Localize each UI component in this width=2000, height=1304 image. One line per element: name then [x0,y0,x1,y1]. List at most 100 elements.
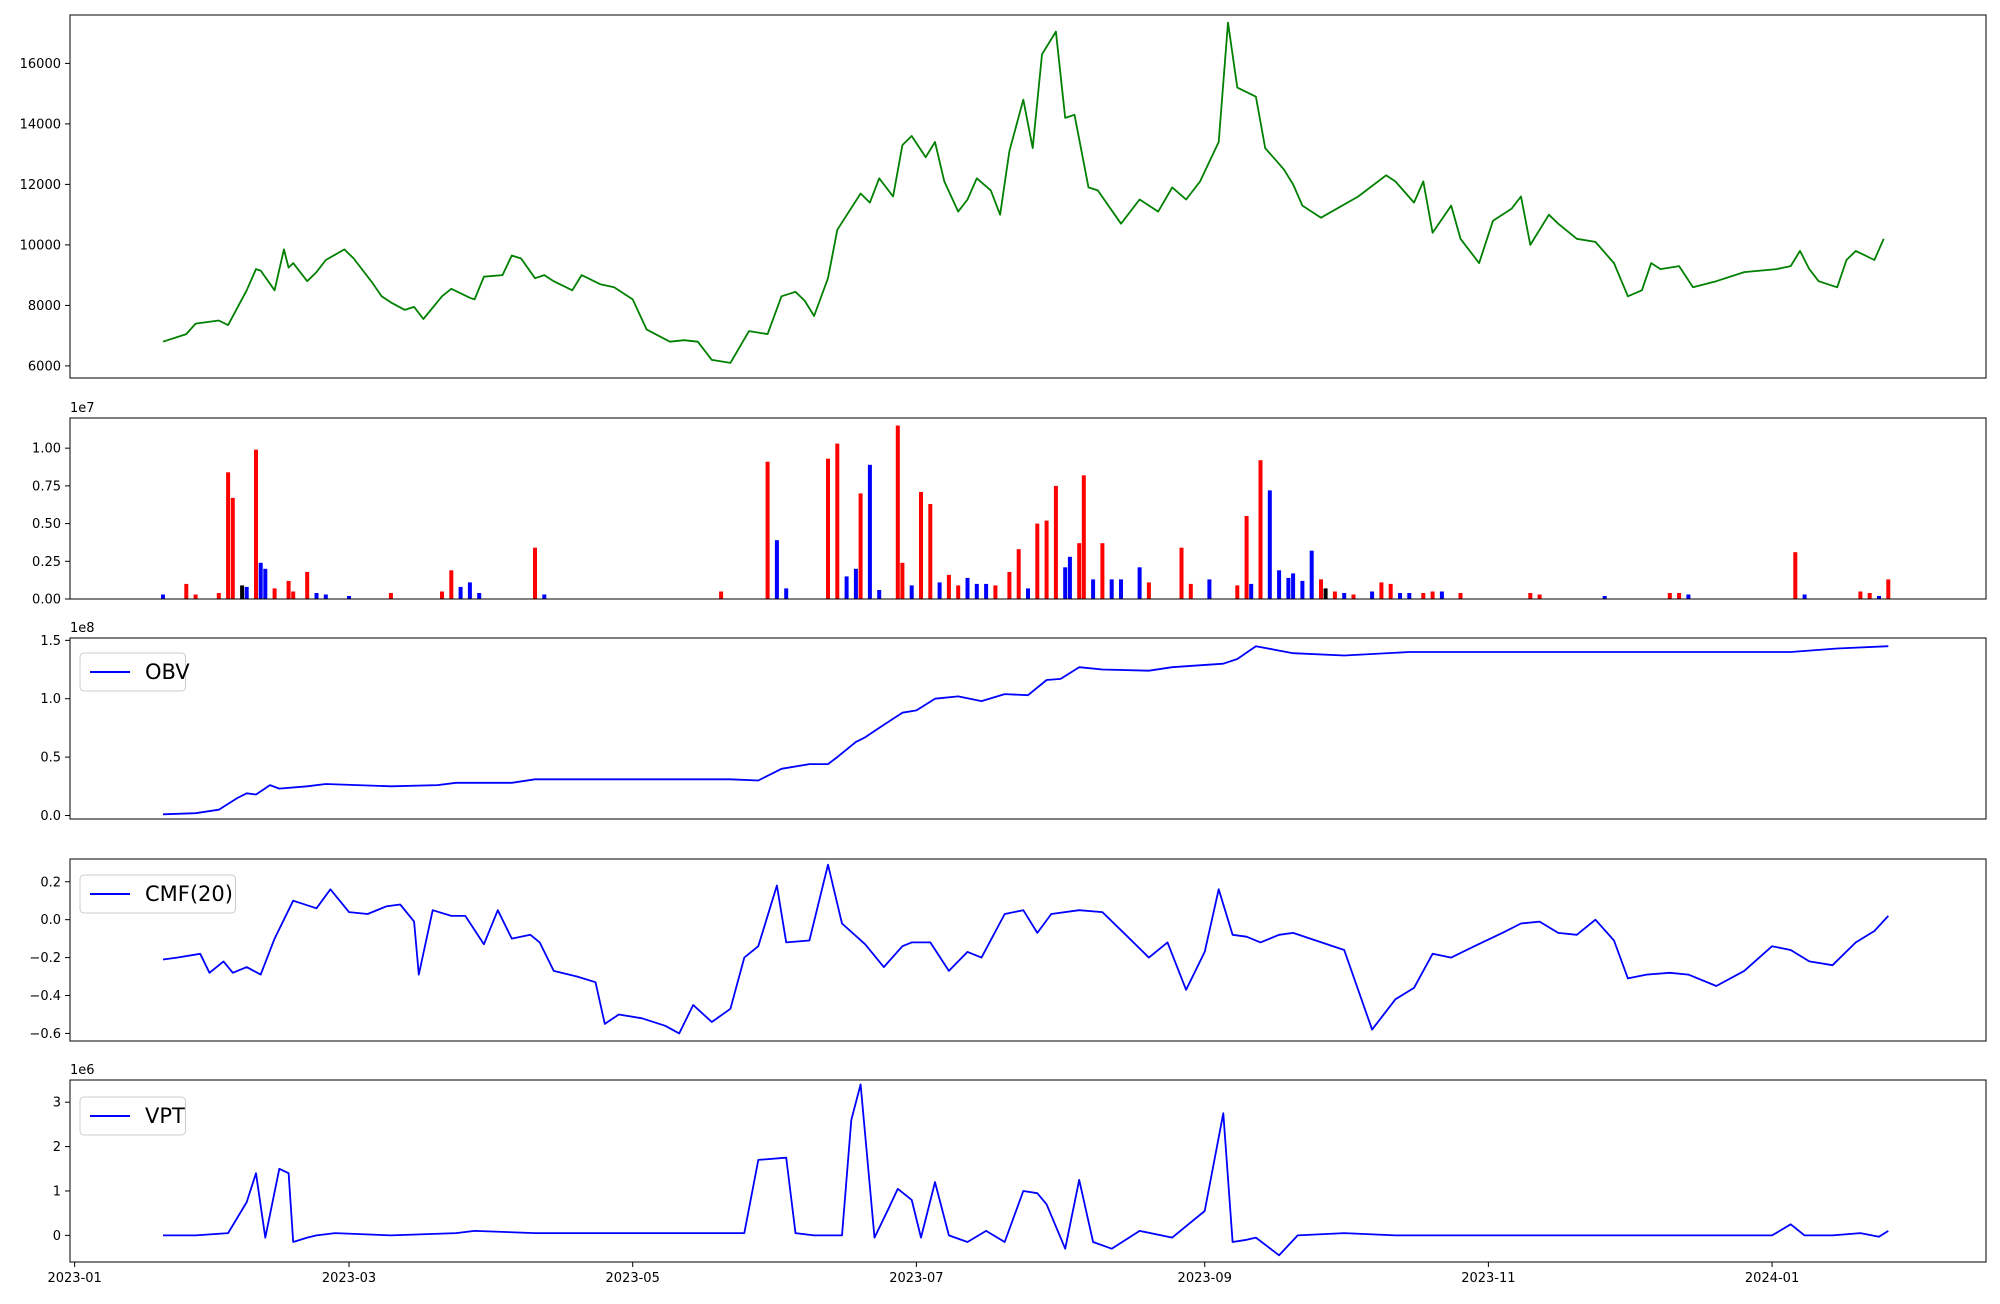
x-tick-label: 2024-01 [1745,1271,1799,1286]
cmf-ytick-label: −0.4 [29,989,61,1004]
volume-bar [946,574,951,599]
volume-bar [1332,591,1337,599]
obv-axes-frame [69,637,1987,820]
obv-ytick-label: 1.5 [40,634,61,649]
volume-bar [1035,523,1040,599]
volume-bar [1319,579,1323,599]
cmf-panel: −0.6 −0.4 −0.2 0.0 0.2 CMF(20) [29,858,1987,1042]
volume-bar [974,583,979,599]
x-axis: 2023-01 2023-03 2023-05 2023-07 2023-09 2023-… [47,1262,1799,1286]
volume-bar [1188,583,1193,599]
volume-bar [305,571,310,599]
volume-bar [291,591,296,599]
volume-bar [230,497,235,599]
vpt-axes-frame [69,1079,1987,1263]
volume-bar [1063,567,1068,599]
price-series-line [162,21,1885,364]
cmf-ytick-label: 0.2 [40,875,61,890]
volume-bar [477,593,482,599]
volume-bar [1249,583,1254,599]
volume-bar [1667,593,1672,599]
volume-bar [1053,485,1058,599]
volume-bar [184,583,189,599]
volume-bar [1877,596,1881,599]
volume-bar [928,504,933,599]
volume-bar [314,593,319,599]
price-ytick-label: 10000 [20,238,61,253]
obv-legend-label: OBV [145,660,190,684]
cmf-legend-box [79,874,236,914]
volume-bar [1686,594,1691,599]
volume-bar [1602,596,1607,599]
volume-bar [240,585,245,599]
x-tick-label: 2023-09 [1178,1271,1232,1286]
volume-bar [1537,594,1542,599]
volume-bar [1146,582,1151,599]
vpt-panel: 0 1 2 3 1e6 VPT [53,1063,1987,1263]
volume-bar [449,570,454,599]
volume-bar [835,443,840,599]
volume-bar [533,547,537,599]
volume-bar [193,594,198,599]
volume-bar [1179,547,1184,599]
vpt-scale-label: 1e6 [70,1063,95,1078]
volume-bar [1081,475,1086,599]
volume-bar [1677,593,1682,599]
volume-bar [1119,579,1123,599]
volume-bar [1351,594,1356,599]
volume-bar [1016,549,1021,599]
volume-bar [1398,593,1402,599]
vpt-ytick-label: 1 [53,1184,61,1199]
volume-bar [1207,579,1212,599]
volume-bar [765,461,770,599]
volume-bar [216,593,221,599]
volume-bar [1309,550,1314,599]
cmf-series-line [162,863,1889,1035]
volume-bar [993,585,998,599]
cmf-axes-frame [69,858,1987,1042]
cmf-ytick-label: 0.0 [40,913,61,928]
volume-bar [258,562,263,599]
volume-bar [1277,570,1282,599]
volume-bar [1886,579,1891,599]
volume-bar [774,540,779,599]
obv-ytick-label: 1.0 [40,692,61,707]
cmf-legend-label: CMF(20) [145,882,233,906]
cmf-ytick-label: −0.2 [29,951,61,966]
volume-bar [1388,583,1393,599]
vpt-ytick-label: 0 [53,1229,61,1244]
volume-bar [1109,579,1114,599]
volume-bar [1258,460,1263,599]
volume-bar [1430,591,1435,599]
volume-bar [909,585,914,599]
volume-bar [1291,573,1296,599]
vpt-ytick-label: 3 [53,1096,61,1111]
volume-bar [895,425,900,599]
x-tick-label: 2023-11 [1461,1271,1515,1286]
volume-bar [226,472,231,599]
volume-bar [956,585,961,599]
volume-bar [1091,579,1096,599]
volume-bar [1244,516,1249,599]
volume-bar [844,576,849,599]
volume-bar [1100,543,1105,599]
volume-bar [853,568,858,599]
volume-bar [719,591,724,599]
price-axes-frame [69,14,1987,379]
volume-bar [1379,582,1384,599]
volume-bar [254,449,258,599]
volume-bar [826,458,830,599]
volume-bar [272,588,277,599]
vpt-legend: VPT [79,1096,186,1136]
volume-bar [1077,543,1082,599]
volume-ytick-label: 0.50 [32,517,61,532]
volume-bar [1235,585,1240,599]
x-tick-label: 2023-05 [606,1271,660,1286]
volume-scale-label: 1e7 [70,401,95,416]
volume-bar [263,568,268,599]
obv-scale-label: 1e8 [70,621,95,636]
volume-bar [1407,593,1412,599]
x-tick-label: 2023-01 [47,1271,101,1286]
